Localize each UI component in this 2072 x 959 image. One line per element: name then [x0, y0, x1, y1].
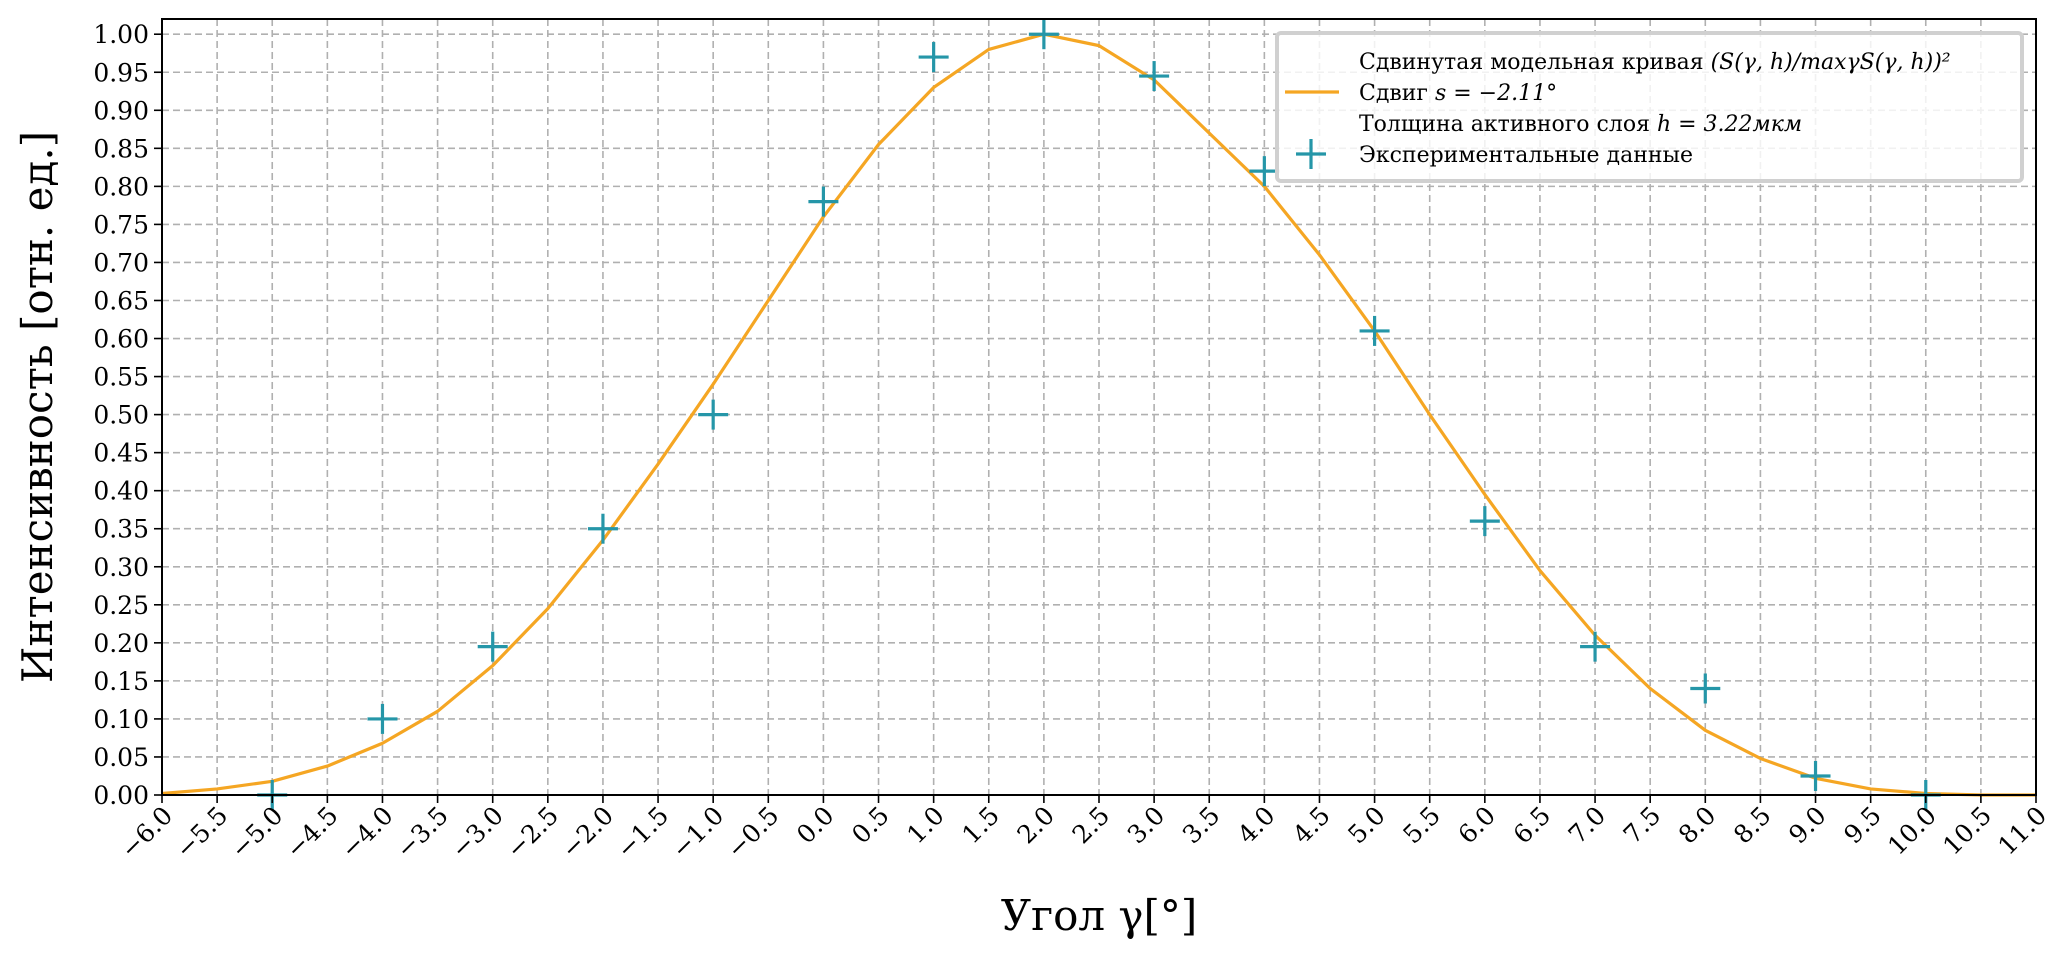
y-tick-label: 0.20 — [93, 629, 149, 658]
x-tick-label: 1.0 — [901, 801, 950, 850]
legend-entry-label: Экспериментальные данные — [1359, 143, 1693, 168]
data-point — [698, 399, 729, 430]
x-tick-label: 2.0 — [1012, 801, 1061, 850]
legend-entry: Сдвинутая модельная кривая (S(γ, h)/maxγ… — [1359, 50, 1951, 75]
y-tick-label: 0.35 — [93, 515, 149, 544]
y-tick-label: 0.95 — [93, 58, 149, 87]
data-point — [1139, 61, 1170, 92]
x-tick-label: 4.5 — [1287, 801, 1336, 850]
data-point — [1249, 156, 1280, 187]
x-tick-label: −1.5 — [611, 801, 674, 864]
x-tick-label: −3.5 — [390, 801, 453, 864]
y-tick-label: 0.40 — [93, 477, 149, 506]
x-tick-label: 9.5 — [1838, 801, 1887, 850]
legend-entry-math: h = 3.22мкм — [1657, 112, 1802, 137]
model-curve-line — [161, 32, 2036, 797]
x-tick-label: 3.5 — [1177, 801, 1226, 850]
x-tick-label: −1.0 — [666, 801, 729, 864]
y-tick-label: 0.30 — [93, 553, 149, 582]
y-tick-label: 0.80 — [93, 172, 149, 201]
y-axis-title: Интенсивность [отн. ед.] — [13, 131, 62, 683]
legend: Сдвинутая модельная кривая (S(γ, h)/maxγ… — [1275, 31, 2024, 183]
x-tick-label: −3.0 — [446, 801, 509, 864]
y-tick-label: 1.00 — [93, 20, 149, 49]
legend-box — [1275, 31, 2024, 183]
x-tick-label: 8.5 — [1728, 801, 1777, 850]
x-tick-label: −2.5 — [501, 801, 564, 864]
data-point — [808, 186, 839, 217]
legend-entry: Сдвиг s = −2.11° — [1359, 81, 1557, 106]
x-tick-label: 6.5 — [1508, 801, 1557, 850]
x-tick-label: 11.0 — [1992, 801, 2052, 861]
y-tick-label: 0.45 — [93, 439, 149, 468]
data-point — [1580, 631, 1611, 662]
legend-entry-math: (S(γ, h)/maxγS(γ, h))² — [1711, 50, 1951, 75]
x-tick-label: 5.5 — [1397, 801, 1446, 850]
y-tick-label: 0.25 — [93, 591, 149, 620]
y-tick-label: 0.60 — [93, 325, 149, 354]
series-layer — [161, 19, 2036, 810]
data-point — [477, 631, 508, 662]
y-tick-label: 0.70 — [93, 248, 149, 277]
legend-entry-label: Сдвинутая модельная кривая — [1359, 50, 1711, 75]
y-tick-label: 0.15 — [93, 667, 149, 696]
x-tick-label: −6.0 — [115, 801, 178, 864]
data-point — [1028, 19, 1059, 50]
data-point — [918, 42, 949, 73]
y-tick-label: 0.65 — [93, 286, 149, 315]
x-tick-label: 10.5 — [1937, 801, 1997, 861]
y-tick-label: 0.85 — [93, 134, 149, 163]
data-point — [367, 703, 398, 734]
x-tick-label: −4.0 — [335, 801, 398, 864]
x-tick-label: 10.0 — [1882, 801, 1942, 861]
legend-entry-math: s = −2.11° — [1435, 81, 1557, 106]
y-tick-label: 0.75 — [93, 210, 149, 239]
x-tick-label: −2.0 — [556, 801, 619, 864]
x-tick-label: 4.0 — [1232, 801, 1281, 850]
y-tick-label: 0.05 — [93, 743, 149, 772]
data-point — [587, 513, 618, 544]
legend-entry-label: Толщина активного слоя — [1359, 112, 1657, 137]
x-tick-label: −5.5 — [170, 801, 233, 864]
x-tick-label: 3.0 — [1122, 801, 1171, 850]
x-tick-label: 7.0 — [1563, 801, 1612, 850]
x-tick-label: 5.0 — [1342, 801, 1391, 850]
x-tick-label: 0.0 — [791, 801, 840, 850]
x-tick-label: 7.5 — [1618, 801, 1667, 850]
data-point — [1359, 315, 1390, 346]
x-tick-label: 0.5 — [846, 801, 895, 850]
legend-entry: Толщина активного слоя h = 3.22мкм — [1359, 112, 1802, 137]
legend-entry-label: Сдвиг — [1359, 81, 1435, 106]
x-tick-label: 2.5 — [1067, 801, 1116, 850]
x-tick-label: −0.5 — [721, 801, 784, 864]
y-tick-label: 0.90 — [93, 96, 149, 125]
x-tick-label: 8.0 — [1673, 801, 1722, 850]
data-point — [1690, 673, 1721, 704]
y-tick-label: 0.50 — [93, 401, 149, 430]
x-tick-label: 9.0 — [1783, 801, 1832, 850]
x-tick-label: 1.5 — [956, 801, 1005, 850]
x-tick-label: 6.0 — [1452, 801, 1501, 850]
x-axis-title: Угол γ[°] — [1001, 891, 1198, 940]
y-tick-label: 0.00 — [93, 781, 149, 810]
legend-entry: Экспериментальные данные — [1359, 143, 1693, 168]
y-tick-label: 0.10 — [93, 705, 149, 734]
x-tick-label: −4.5 — [280, 801, 343, 864]
y-tick-label: 0.55 — [93, 363, 149, 392]
x-tick-label: −5.0 — [225, 801, 288, 864]
data-point — [1800, 760, 1831, 791]
data-point — [1469, 506, 1500, 537]
